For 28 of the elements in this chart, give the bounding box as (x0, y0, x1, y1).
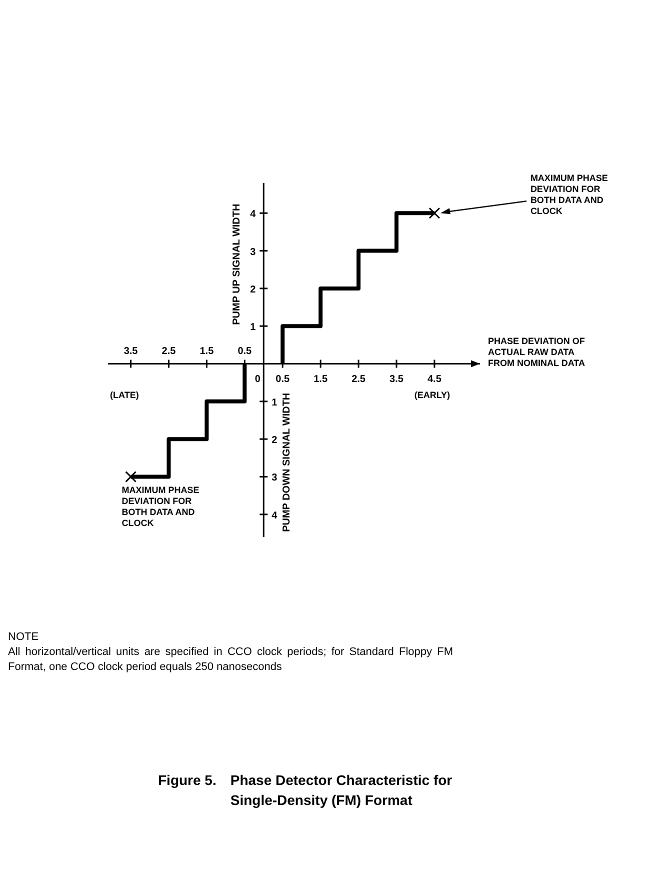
x-tick-label: 4.5 (427, 374, 442, 385)
x-tick-label: 3.5 (390, 374, 404, 385)
x-tick-label: 2.5 (352, 374, 366, 385)
annotation: MAXIMUM PHASE DEVIATION FOR BOTH DATA AND CLOCK (122, 484, 200, 529)
y2-tick-label: 1 (272, 397, 278, 408)
annotation: (EARLY) (413, 390, 450, 401)
y2-tick-label: 2 (272, 435, 278, 446)
y-tick-label: 2 (250, 284, 256, 296)
text: NOTE (8, 630, 40, 645)
annotation: (LATE) (110, 390, 139, 401)
x2-tick-label: 2.5 (162, 346, 176, 357)
text: Figure 5. Phase Detector Characteristic for Single-Density (FM) Format (158, 771, 454, 810)
annotation: PUMP DOWN SIGNAL WIDTH (282, 392, 293, 532)
x-tick-label: 0.5 (276, 374, 290, 385)
text: All horizontal/vertical units are specified in CCO clock periods; for Standard Floppy FM Format, one CCO clock period equals 250 nanoseconds (8, 645, 453, 675)
x2-tick-label: 3.5 (124, 346, 138, 357)
x2-tick-label: 0.5 (238, 346, 252, 357)
x2-tick-label: 1.5 (200, 346, 214, 357)
text: MAXIMUM PHASE DEVIATION FOR BOTH DATA AND CLOCK (530, 173, 609, 218)
y-tick-label: 4 (250, 209, 256, 220)
y-tick-label: 1 (250, 322, 256, 334)
y2-tick-label: 3 (272, 472, 278, 484)
x-tick-label: 0 (254, 374, 261, 385)
y2-tick-label: 4 (272, 510, 278, 522)
x-tick-label: 1.5 (314, 374, 328, 385)
y-tick-label: 3 (250, 246, 256, 258)
x-axis-title: PHASE DEVIATION OF ACTUAL RAW DATA FROM NOMINAL DATA (488, 336, 586, 369)
y-axis-title: PUMP UP SIGNAL WIDTH (232, 204, 243, 325)
